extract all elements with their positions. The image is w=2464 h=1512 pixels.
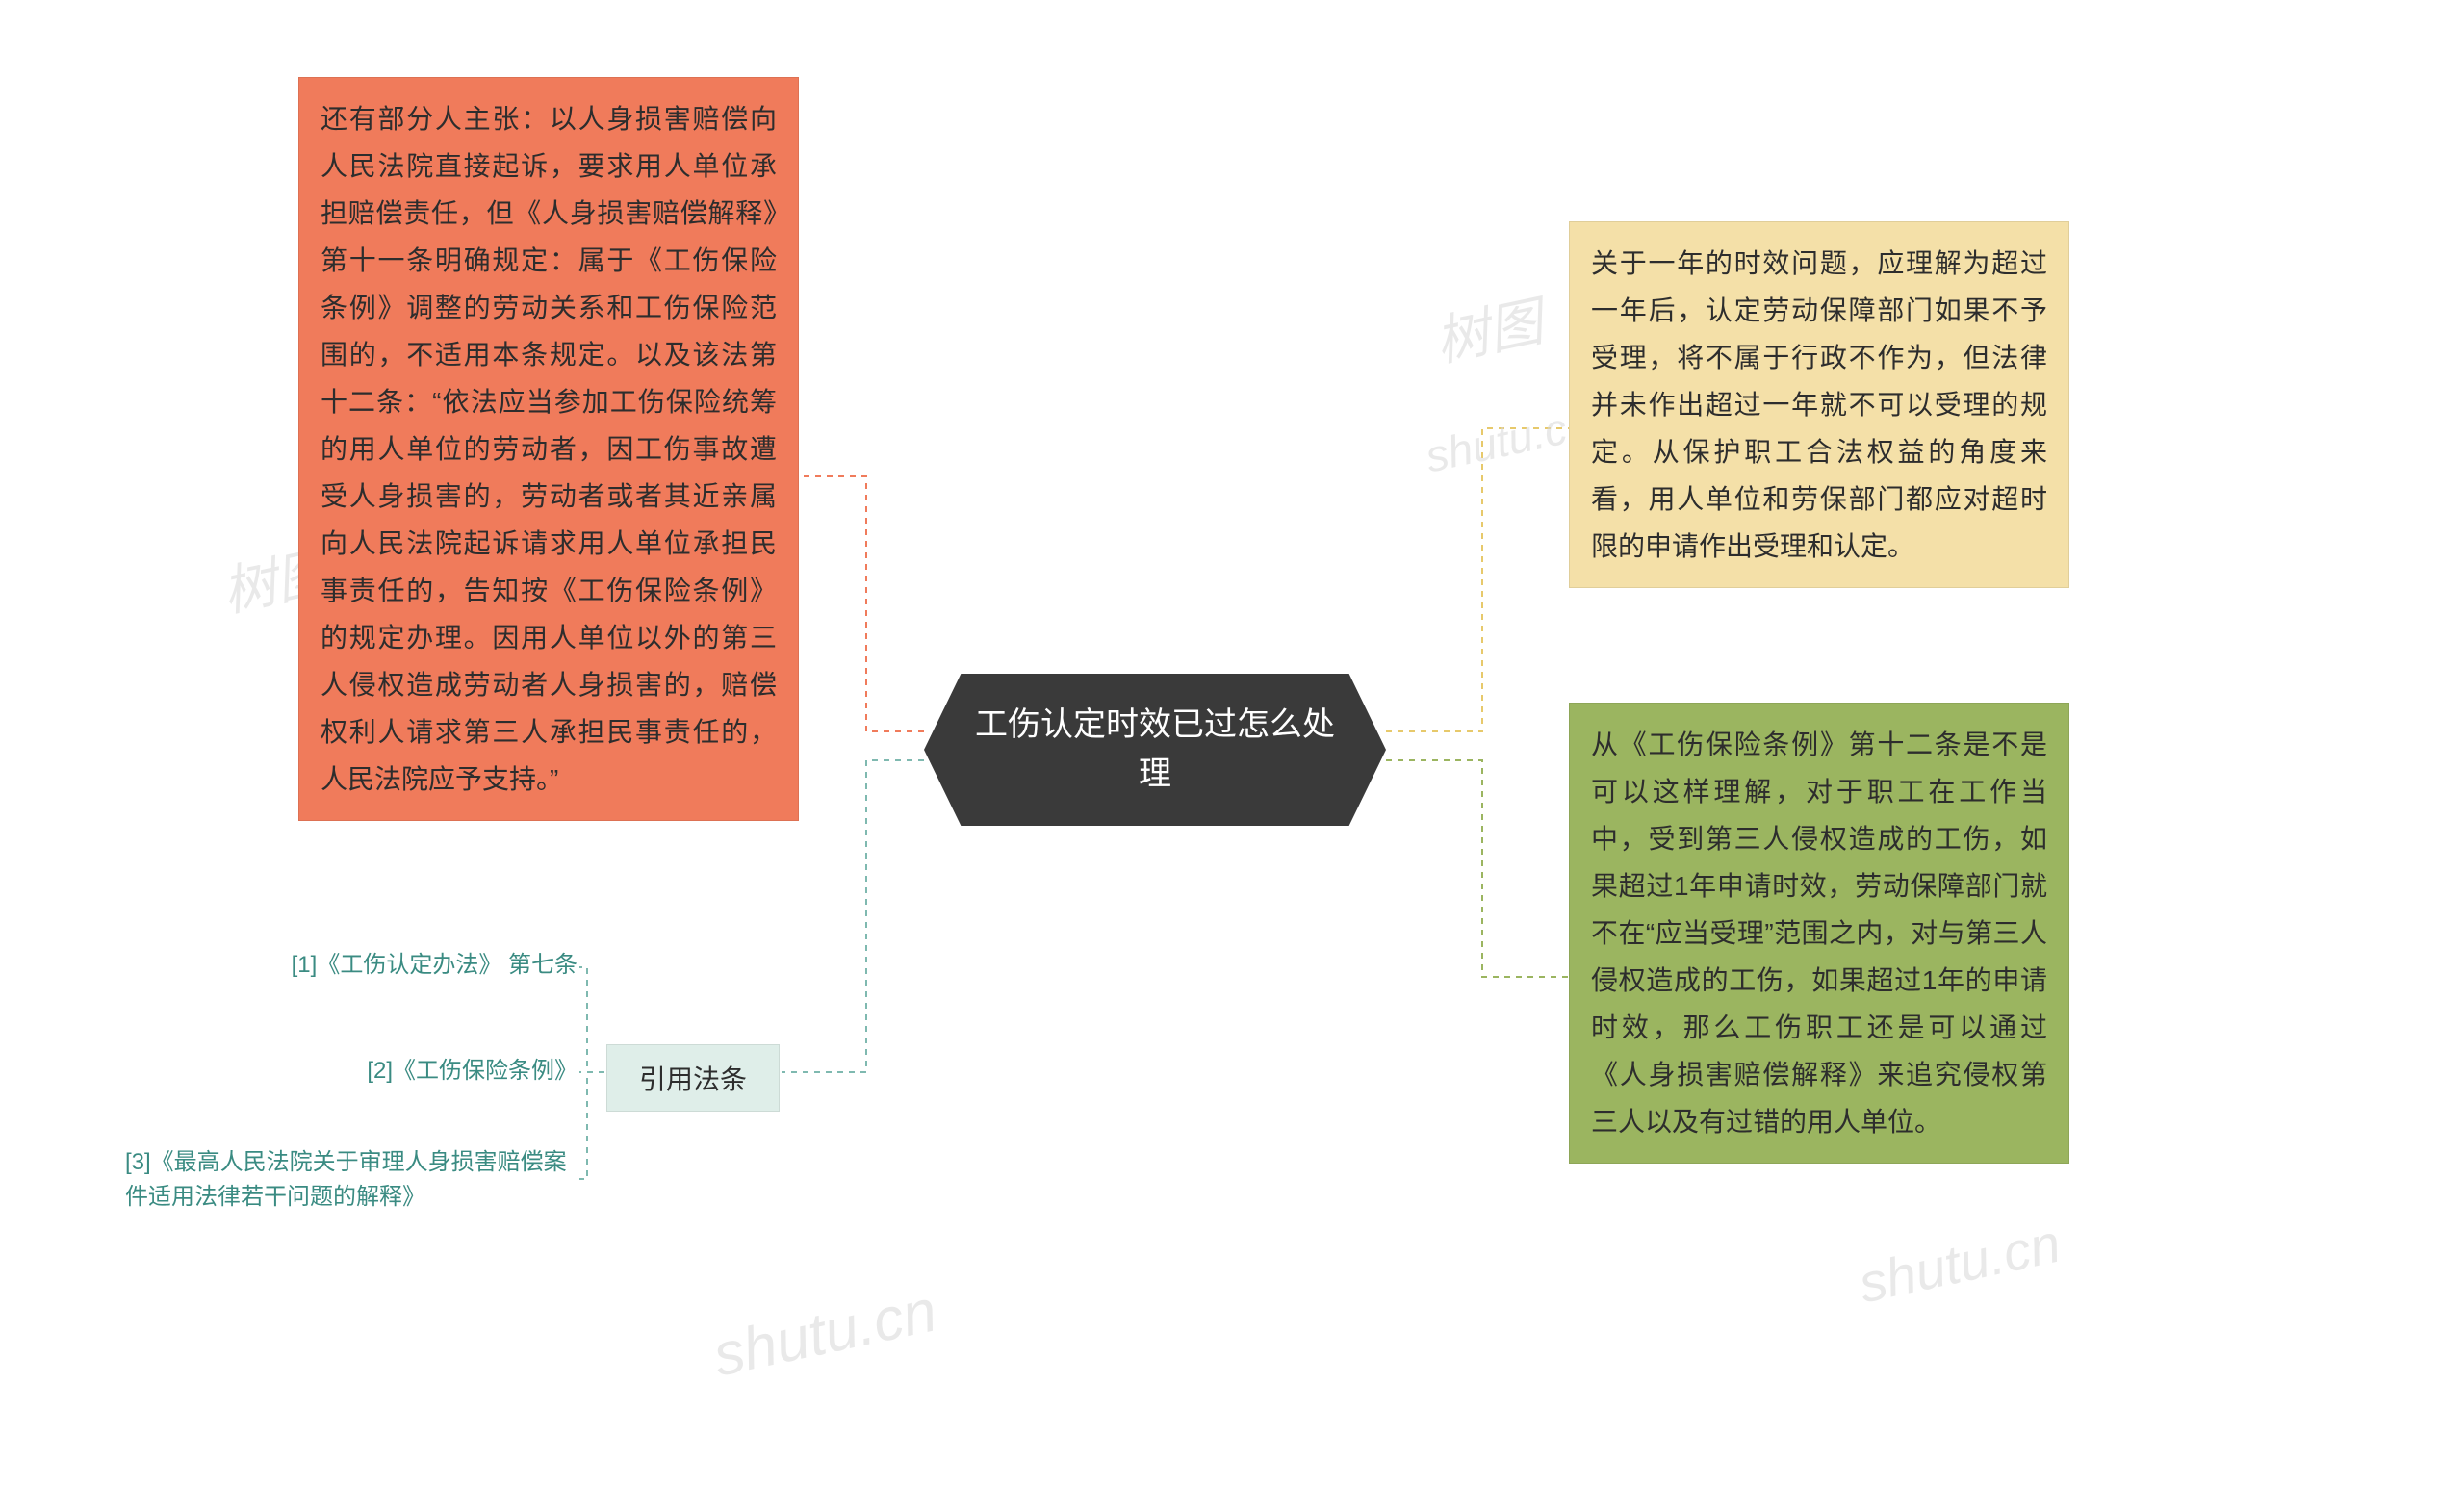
watermark: shutu.cn bbox=[1854, 1212, 2066, 1316]
reference-item-text: [1]《工伤认定办法》 第七条 bbox=[292, 952, 578, 978]
mindmap-canvas: 树图 shutu.cn 树图 shutu.cn shutu.cn 工伤认定时效已… bbox=[0, 0, 2464, 1512]
watermark: shutu.cn bbox=[707, 1276, 942, 1390]
branch-yellow[interactable]: 关于一年的时效问题，应理解为超过一年后，认定劳动保障部门如果不予受理，将不属于行… bbox=[1569, 221, 2069, 588]
branch-green[interactable]: 从《工伤保险条例》第十二条是不是可以这样理解，对于职工在工作当中，受到第三人侵权… bbox=[1569, 703, 2069, 1164]
watermark: 树图 bbox=[1427, 278, 1549, 377]
reference-item[interactable]: [2]《工伤保险条例》 bbox=[356, 1054, 578, 1089]
branch-green-text: 从《工伤保险条例》第十二条是不是可以这样理解，对于职工在工作当中，受到第三人侵权… bbox=[1591, 730, 2047, 1137]
branch-yellow-text: 关于一年的时效问题，应理解为超过一年后，认定劳动保障部门如果不予受理，将不属于行… bbox=[1591, 248, 2047, 561]
branch-orange[interactable]: 还有部分人主张：以人身损害赔偿向人民法院直接起诉，要求用人单位承担赔偿责任，但《… bbox=[298, 77, 799, 821]
center-node[interactable]: 工伤认定时效已过怎么处 理 bbox=[924, 674, 1386, 826]
references-header[interactable]: 引用法条 bbox=[606, 1044, 780, 1112]
center-title-line1: 工伤认定时效已过怎么处 bbox=[962, 701, 1348, 750]
reference-item[interactable]: [1]《工伤认定办法》 第七条 bbox=[284, 948, 578, 983]
branch-orange-text: 还有部分人主张：以人身损害赔偿向人民法院直接起诉，要求用人单位承担赔偿责任，但《… bbox=[321, 104, 777, 794]
center-title-line2: 理 bbox=[962, 750, 1348, 799]
reference-item-text: [2]《工伤保险条例》 bbox=[367, 1058, 578, 1084]
reference-item-text: [3]《最高人民法院关于审理人身损害赔偿案件适用法律若干问题的解释》 bbox=[125, 1149, 567, 1210]
reference-item[interactable]: [3]《最高人民法院关于审理人身损害赔偿案件适用法律若干问题的解释》 bbox=[125, 1145, 578, 1215]
references-header-text: 引用法条 bbox=[639, 1064, 747, 1094]
